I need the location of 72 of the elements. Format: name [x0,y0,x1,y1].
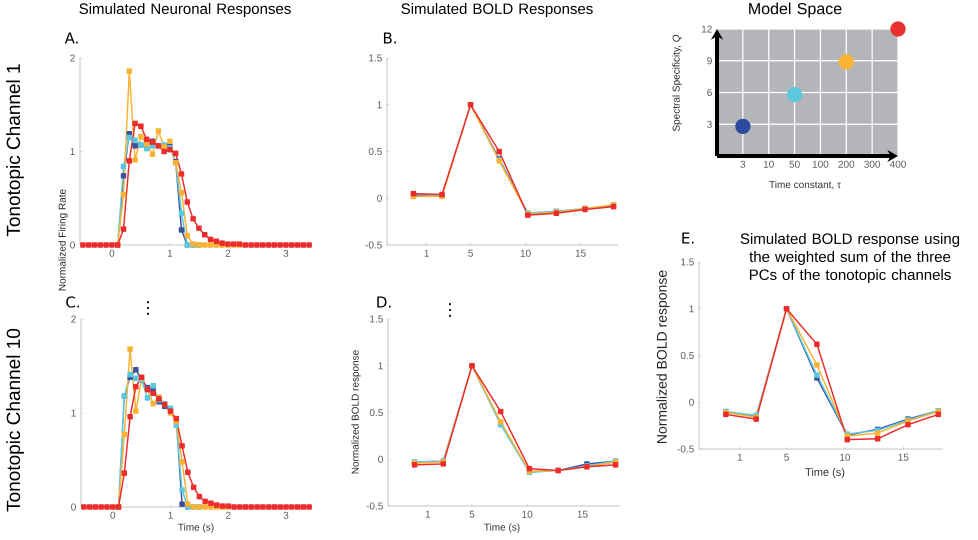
y-tick-label: 0.5 [680,352,694,360]
y-tick-label: 1.5 [369,54,382,62]
y-tick-label: 0.5 [370,408,383,416]
x-tick-label: 5 [784,454,789,461]
y-axis-title: Spectral Specificity, Q [672,34,682,132]
y-axis-title: Normalized BOLD response [351,350,361,474]
x-tick-label: 50 [789,160,800,168]
y-tick-label: 6 [707,88,712,96]
y-tick-label: 9 [707,57,712,64]
y-tick-label: 1 [689,305,694,312]
y-tick-label: 1.5 [370,316,383,322]
chart-title: Simulated BOLD response using the weighted sum of the three PCs of the tonotopic channels [740,233,960,283]
chart-title: Simulated Neuronal Responses [79,3,291,17]
x-tick-label: 5 [470,510,474,518]
y-tick-label: 1.5 [681,258,694,266]
y-axis-title: Normalized BOLD response [656,270,670,443]
x-tick-label: 1 [426,510,430,518]
text: D. [377,296,391,308]
x-tick-label: 3 [740,160,746,168]
chart-title: Model Space [749,2,842,18]
text: Tonotopic Channel 10 [6,328,24,512]
y-tick-label: 0 [689,398,694,406]
x-axis-title: Time (s) [805,468,844,478]
x-tick-label: 15 [578,510,588,518]
y-tick-label: 0 [377,194,382,202]
y-tick-label: 0.5 [368,148,382,156]
y-tick-label: -0.5 [366,241,382,249]
x-tick-label: 10 [520,250,531,257]
y-tick-label: 1 [377,101,382,108]
text: E. [682,232,694,244]
text: ⋮ [147,301,149,315]
x-tick-label: 3 [284,512,288,519]
x-tick-label: 3 [284,250,288,257]
y-tick-label: 2 [70,54,75,62]
y-tick-label: 1 [378,362,383,370]
x-tick-label: 10 [522,510,532,518]
y-tick-label: 2 [71,316,76,322]
x-tick-label: 100 [812,160,828,168]
x-tick-label: 10 [840,454,850,461]
x-tick-label: 400 [890,160,906,168]
x-tick-label: 15 [576,250,586,257]
y-tick-label: 12 [702,26,712,32]
y-tick-label: 0 [71,503,76,511]
x-tick-label: 1 [168,512,173,519]
y-axis-title: Normalized Firing Rate [58,189,68,290]
text: Tonotopic Channel 1 [6,64,24,236]
x-tick-label: 0 [110,250,114,257]
x-tick-label: 2 [226,512,231,519]
x-tick-label: 200 [838,160,854,168]
x-tick-label: 2 [226,250,230,257]
chart-title: Simulated BOLD Responses [401,3,593,17]
x-axis-title: Time (s) [178,523,214,533]
y-tick-label: -0.5 [366,502,383,510]
x-axis-title: Time (s) [484,523,520,533]
x-tick-label: 0 [110,512,116,519]
x-tick-label: 1 [738,454,742,461]
text: C. [66,296,80,308]
x-tick-label: 1 [424,250,429,257]
y-tick-label: 3 [707,120,712,128]
x-axis-title: Time constant, τ [769,180,841,190]
x-tick-label: 15 [898,454,908,461]
text: ⋮ [449,303,451,317]
x-tick-label: 1 [168,250,172,257]
text: B. [384,32,396,44]
text: A. [64,32,78,44]
y-tick-label: -0.5 [678,445,694,453]
x-tick-label: 10 [764,160,774,168]
y-tick-label: 0 [70,241,75,249]
y-tick-label: 1 [70,148,75,155]
x-tick-label: 5 [468,250,473,257]
x-tick-label: 300 [864,160,880,168]
y-tick-label: 1 [71,410,76,416]
